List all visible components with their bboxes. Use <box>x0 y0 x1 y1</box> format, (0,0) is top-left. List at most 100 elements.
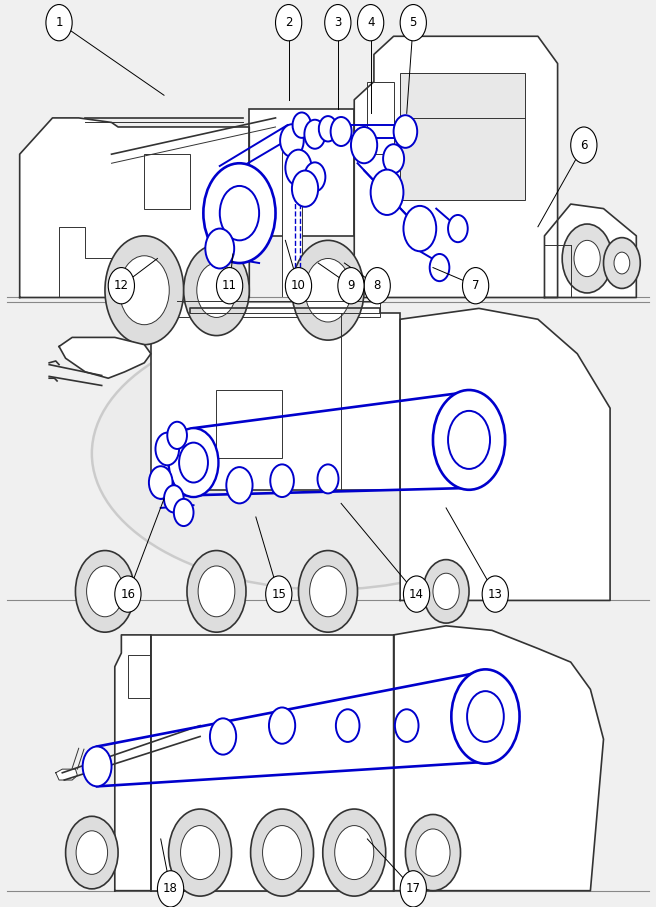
Text: 13: 13 <box>488 588 502 600</box>
Text: 14: 14 <box>409 588 424 600</box>
Circle shape <box>325 5 351 41</box>
Text: 10: 10 <box>291 279 306 292</box>
Text: 6: 6 <box>580 139 588 151</box>
Text: 5: 5 <box>409 16 417 29</box>
Text: 11: 11 <box>222 279 237 292</box>
Polygon shape <box>394 626 604 891</box>
Polygon shape <box>151 635 394 891</box>
Circle shape <box>394 115 417 148</box>
Circle shape <box>614 252 630 274</box>
Circle shape <box>383 144 404 173</box>
Polygon shape <box>20 118 249 297</box>
Circle shape <box>155 433 179 465</box>
Circle shape <box>336 709 359 742</box>
Bar <box>128 655 164 698</box>
Circle shape <box>364 268 390 304</box>
Bar <box>151 313 400 490</box>
Circle shape <box>108 268 134 304</box>
Circle shape <box>467 691 504 742</box>
Circle shape <box>149 466 173 499</box>
Bar <box>367 82 394 154</box>
Circle shape <box>203 163 276 263</box>
Circle shape <box>395 709 419 742</box>
Bar <box>400 73 525 200</box>
Circle shape <box>210 718 236 755</box>
Circle shape <box>262 825 302 880</box>
Circle shape <box>482 576 508 612</box>
Circle shape <box>304 162 325 191</box>
Text: 15: 15 <box>272 588 286 600</box>
Circle shape <box>293 112 311 138</box>
Text: 18: 18 <box>163 883 178 895</box>
Circle shape <box>400 871 426 907</box>
Circle shape <box>323 809 386 896</box>
Circle shape <box>197 263 236 317</box>
Circle shape <box>119 256 169 325</box>
Circle shape <box>304 120 325 149</box>
Circle shape <box>562 224 612 293</box>
Polygon shape <box>400 308 610 600</box>
Polygon shape <box>354 36 558 297</box>
Circle shape <box>251 809 314 896</box>
Circle shape <box>433 573 459 610</box>
Text: 4: 4 <box>367 16 375 29</box>
Circle shape <box>169 809 232 896</box>
Circle shape <box>179 443 208 483</box>
Polygon shape <box>59 337 151 378</box>
Bar <box>249 109 354 236</box>
Circle shape <box>403 576 430 612</box>
Circle shape <box>371 170 403 215</box>
Circle shape <box>338 268 364 304</box>
Circle shape <box>187 551 246 632</box>
Circle shape <box>335 825 374 880</box>
Circle shape <box>180 825 220 880</box>
Circle shape <box>280 124 304 157</box>
Circle shape <box>305 258 351 322</box>
Circle shape <box>157 871 184 907</box>
Circle shape <box>269 707 295 744</box>
Circle shape <box>83 746 112 786</box>
Circle shape <box>46 5 72 41</box>
Circle shape <box>75 551 134 632</box>
Bar <box>216 390 282 458</box>
Circle shape <box>87 566 123 617</box>
Bar <box>177 301 380 317</box>
Circle shape <box>574 240 600 277</box>
Bar <box>282 152 302 297</box>
Circle shape <box>423 560 469 623</box>
Text: АССОЦИАЦИЯ: АССОЦИАЦИЯ <box>277 464 379 479</box>
Circle shape <box>226 467 253 503</box>
Circle shape <box>105 236 184 345</box>
Polygon shape <box>115 635 151 891</box>
Circle shape <box>358 5 384 41</box>
Circle shape <box>76 831 108 874</box>
Text: 16: 16 <box>121 588 135 600</box>
Circle shape <box>276 5 302 41</box>
Text: 17: 17 <box>406 883 420 895</box>
Ellipse shape <box>92 317 564 590</box>
Circle shape <box>292 240 364 340</box>
Circle shape <box>448 411 490 469</box>
Circle shape <box>169 428 218 497</box>
Text: 8: 8 <box>373 279 381 292</box>
Circle shape <box>405 814 461 891</box>
Text: АCТА: АCТА <box>266 416 390 458</box>
Polygon shape <box>544 204 636 297</box>
Circle shape <box>318 464 338 493</box>
Circle shape <box>416 829 450 876</box>
Text: 2: 2 <box>285 16 293 29</box>
Text: 3: 3 <box>334 16 342 29</box>
Circle shape <box>174 499 194 526</box>
Circle shape <box>433 390 505 490</box>
Circle shape <box>115 576 141 612</box>
Bar <box>0 302 656 605</box>
Circle shape <box>216 268 243 304</box>
Circle shape <box>451 669 520 764</box>
Bar <box>144 154 190 209</box>
Polygon shape <box>56 769 77 780</box>
Circle shape <box>331 117 352 146</box>
Circle shape <box>319 116 337 141</box>
Bar <box>0 605 656 907</box>
Circle shape <box>310 566 346 617</box>
Circle shape <box>164 485 184 512</box>
